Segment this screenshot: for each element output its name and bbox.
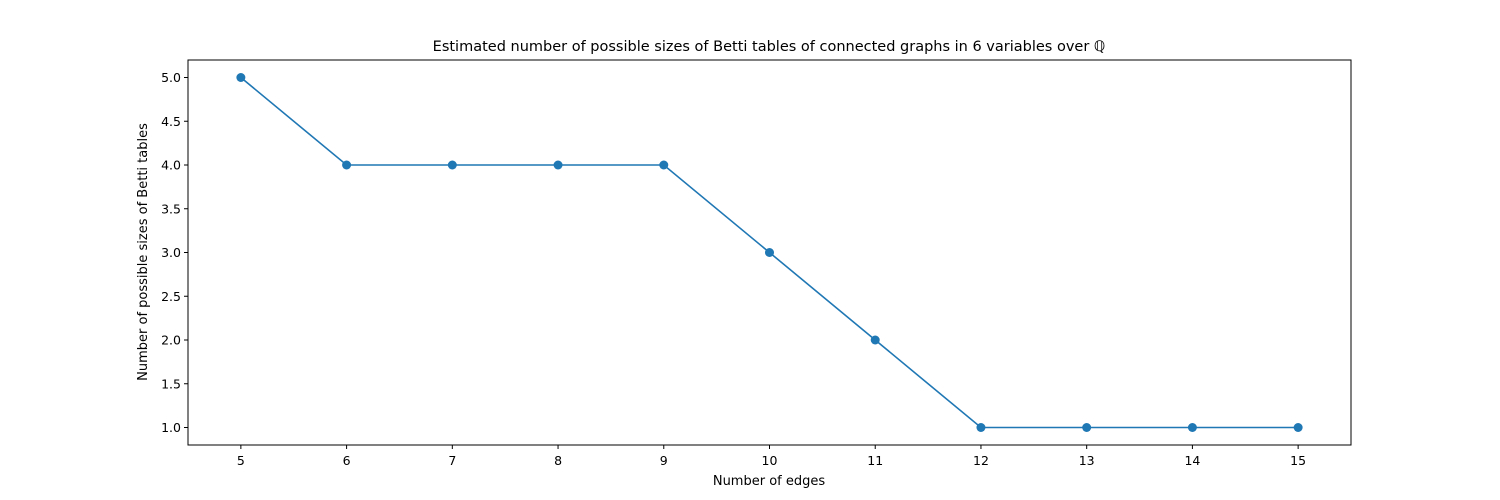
data-point [342,160,352,170]
y-tick-label: 5.0 [161,70,181,85]
y-tick-label: 1.0 [161,420,181,435]
x-tick-label: 13 [1079,453,1095,468]
y-tick-label: 4.0 [161,158,181,173]
data-point [765,248,774,257]
y-tick-label: 3.0 [161,245,181,260]
data-point [1187,423,1197,432]
data-point [1082,423,1092,432]
x-tick-label: 8 [554,453,562,468]
y-tick-label: 1.5 [161,376,181,391]
y-tick-label: 2.5 [161,289,181,304]
x-tick-label: 10 [762,453,778,468]
x-tick-label: 9 [660,453,668,468]
data-point [553,160,563,170]
y-tick-label: 3.5 [161,201,181,216]
x-tick-label: 12 [973,453,989,468]
x-tick-label: 6 [343,453,351,468]
x-tick-label: 15 [1290,453,1306,468]
x-tick-label: 5 [237,453,245,468]
data-point [447,160,457,170]
x-tick-label: 14 [1184,453,1200,468]
y-axis-label: Number of possible sizes of Betti tables [136,123,151,381]
data-point [870,335,880,345]
y-axis: 1.0 1.5 2.0 2.5 3.0 3.5 4.0 4.5 5.0 [161,70,188,435]
data-point [236,73,246,82]
data-point [1293,423,1303,432]
x-axis-label: Number of edges [713,474,826,489]
x-axis: 5 6 7 8 9 10 11 12 13 14 15 [237,445,1306,468]
data-point [659,160,669,170]
y-tick-label: 4.5 [161,114,181,129]
data-point [976,423,986,432]
chart-title: Estimated number of possible sizes of Be… [433,39,1106,55]
x-tick-label: 7 [448,453,456,468]
series-layer [236,73,1303,432]
y-tick-label: 2.0 [161,333,181,348]
x-tick-label: 11 [867,453,883,468]
